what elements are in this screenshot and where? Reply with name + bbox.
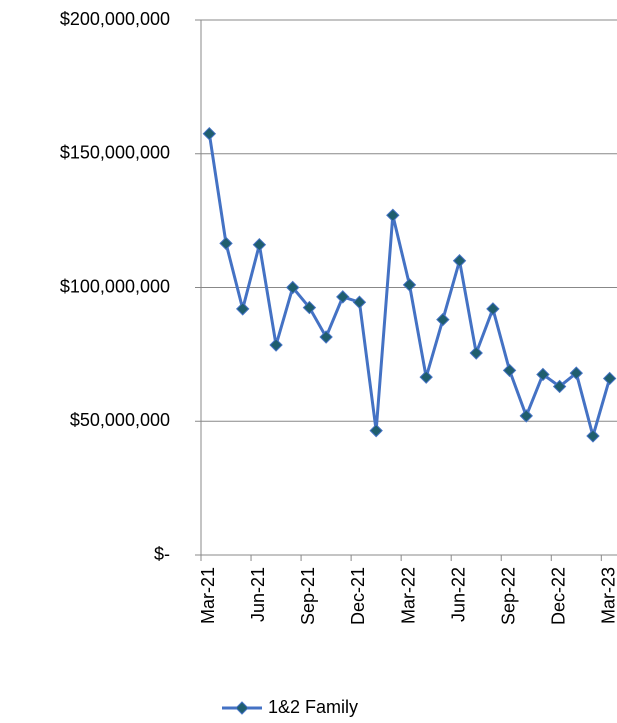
marker: [419, 370, 433, 384]
marker: [219, 236, 233, 251]
marker: [202, 126, 217, 141]
y-tick-label: $200,000,000: [60, 9, 170, 29]
marker: [235, 302, 250, 316]
x-tick-label: Sep-21: [298, 567, 318, 625]
marker: [586, 429, 600, 443]
x-tick-label: Dec-21: [348, 567, 368, 625]
marker: [369, 423, 383, 438]
x-tick-label: Jun-21: [248, 567, 268, 622]
marker: [352, 295, 367, 309]
x-tick-label: Mar-23: [598, 567, 617, 624]
y-tick-label: $150,000,000: [60, 143, 170, 163]
marker: [319, 330, 333, 344]
marker: [302, 300, 317, 315]
x-tick-label: Mar-21: [198, 567, 218, 624]
marker: [536, 367, 550, 382]
legend-marker: [235, 701, 249, 715]
y-tick-label: $-: [154, 544, 170, 564]
marker: [452, 254, 467, 268]
x-tick-label: Dec-22: [548, 567, 568, 625]
marker: [552, 379, 567, 394]
marker: [402, 278, 417, 292]
marker: [502, 363, 517, 378]
marker: [252, 237, 267, 252]
marker: [286, 280, 300, 295]
marker: [269, 338, 283, 352]
y-tick-label: $50,000,000: [70, 410, 170, 430]
x-tick-label: Jun-22: [448, 567, 468, 622]
marker: [386, 208, 400, 222]
marker: [569, 366, 584, 380]
x-tick-label: Mar-22: [398, 567, 418, 624]
marker: [469, 346, 483, 360]
marker: [336, 290, 350, 304]
x-tick-label: Sep-22: [498, 567, 518, 625]
marker: [519, 409, 533, 423]
marker: [602, 371, 617, 386]
y-tick-label: $100,000,000: [60, 276, 170, 296]
marker: [486, 302, 500, 316]
legend-label: 1&2 Family: [268, 697, 358, 717]
marker: [436, 312, 450, 327]
